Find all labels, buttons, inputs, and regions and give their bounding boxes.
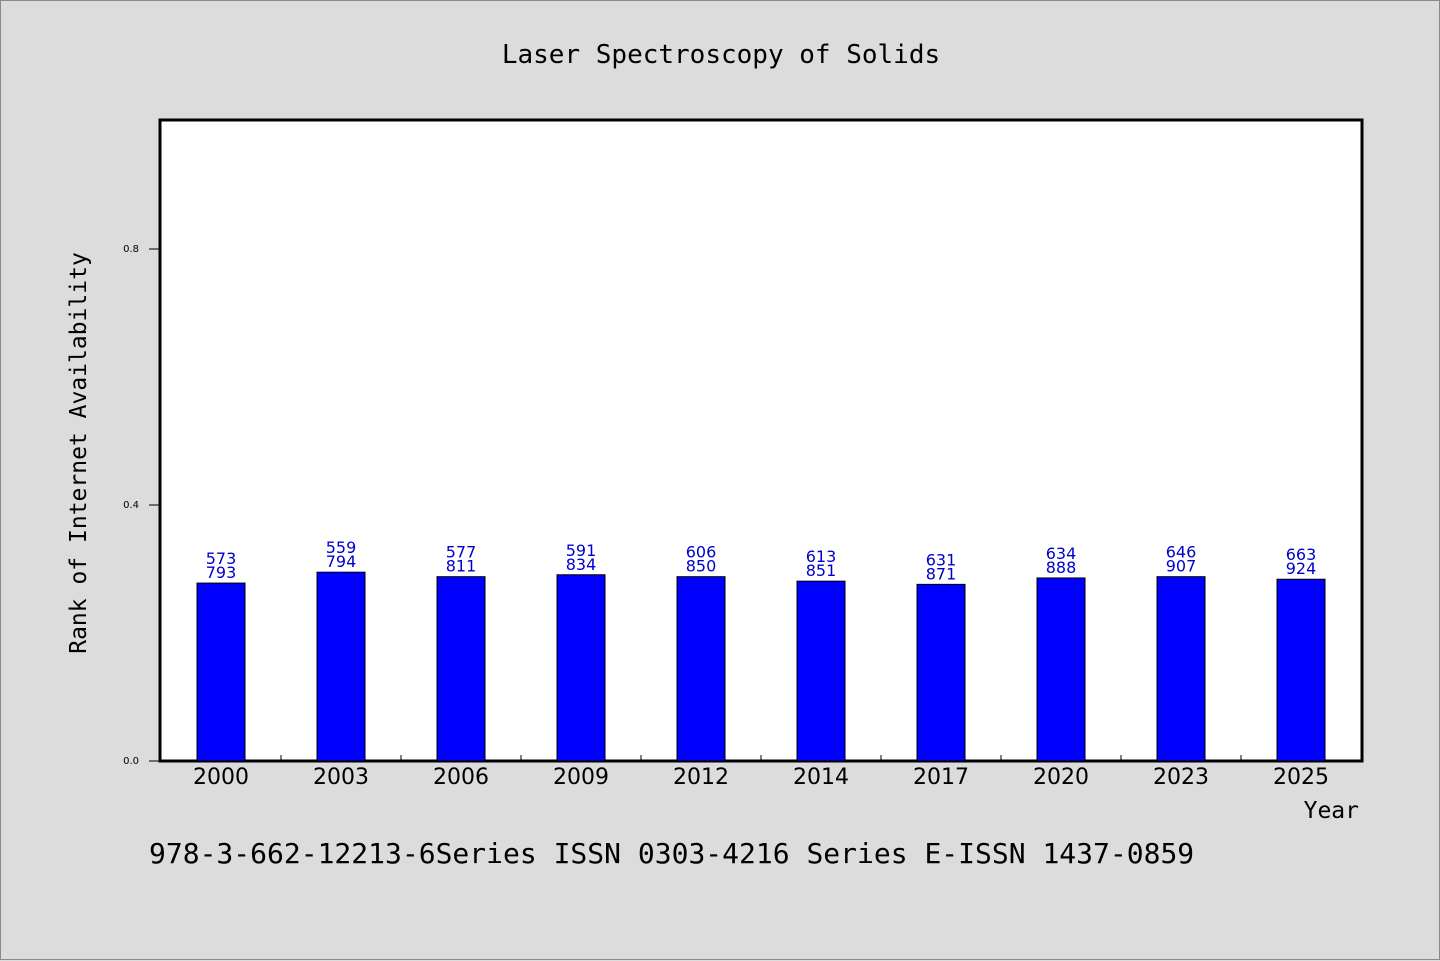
chart-title: Laser Spectroscopy of Solids: [502, 40, 940, 70]
bar-label-bottom: 834: [566, 555, 597, 574]
bar-label-top: 663: [1286, 545, 1317, 564]
x-tick-label: 2017: [913, 765, 969, 790]
bar-label-bottom: 851: [806, 561, 837, 580]
bar-label-top: 631: [926, 550, 957, 569]
bar-2025: [1276, 578, 1326, 762]
footer-isbn: 978-3-662-12213-6Series ISSN 0303-4216 S…: [149, 837, 1194, 870]
y-tick-label: 0.4: [123, 500, 139, 511]
bar-label-bottom: 907: [1166, 557, 1197, 576]
x-tick-label: 2025: [1273, 765, 1329, 790]
bar-2017: [916, 583, 966, 762]
bar-2020: [1036, 577, 1086, 762]
bar-label-bottom: 871: [926, 564, 957, 583]
bar-2006: [436, 576, 486, 762]
bar-label-top: 559: [326, 538, 357, 557]
bar-label-top: 634: [1046, 544, 1077, 563]
x-tick-label: 2014: [793, 765, 849, 790]
bar-label-bottom: 888: [1046, 558, 1077, 577]
bar-series: [196, 571, 1326, 762]
bar-2012: [676, 576, 726, 762]
bar-label-bottom: 793: [206, 563, 237, 582]
bar-2009: [556, 574, 606, 762]
bar-2003: [316, 571, 366, 762]
x-tick-label: 2009: [553, 765, 609, 790]
bar-label-bottom: 850: [686, 557, 717, 576]
bar-label-bottom: 924: [1286, 559, 1317, 578]
y-tick-label: 0.8: [123, 244, 139, 255]
y-axis-label: Rank of Internet Availability: [66, 252, 92, 654]
bar-label-top: 606: [686, 543, 717, 562]
x-tick-label: 2012: [673, 765, 729, 790]
y-axis: 0.0 0.4 0.8: [123, 244, 161, 767]
x-tick-label: 2000: [193, 765, 249, 790]
x-axis-label: Year: [1304, 798, 1359, 824]
x-axis: [280, 755, 1242, 761]
bar-label-bottom: 811: [446, 557, 477, 576]
bar-label-bottom: 794: [326, 552, 357, 571]
bar-label-top: 613: [806, 547, 837, 566]
bar-label-top: 573: [206, 549, 237, 568]
x-tick-label: 2003: [313, 765, 369, 790]
bar-2023: [1156, 576, 1206, 762]
bar-label-top: 646: [1166, 543, 1197, 562]
x-tick-label: 2023: [1153, 765, 1209, 790]
x-tick-label: 2020: [1033, 765, 1089, 790]
bar-2000: [196, 582, 246, 762]
y-tick-label: 0.0: [123, 756, 139, 767]
x-tick-label: 2006: [433, 765, 489, 790]
x-tick-labels: 2000 2003 2006 2009 2012 2014 2017 2020 2023 2025: [193, 765, 1329, 790]
bar-label-top: 591: [566, 541, 597, 560]
data-labels: 5737935597945778115918346068506138516318…: [206, 538, 1317, 583]
bar-2014: [796, 580, 846, 762]
bar-label-top: 577: [446, 543, 477, 562]
